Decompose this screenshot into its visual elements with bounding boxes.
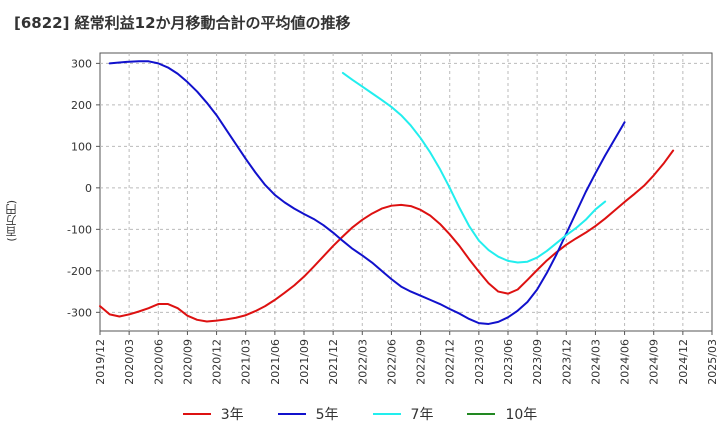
x-tick-label: 2019/12 xyxy=(94,339,107,385)
x-tick-label: 2022/03 xyxy=(356,339,369,385)
x-tick-label: 2024/09 xyxy=(648,339,661,385)
x-tick-label: 2024/12 xyxy=(677,339,690,385)
y-tick-label: -200 xyxy=(67,265,92,278)
legend-label-5y: 5年 xyxy=(315,407,339,423)
x-tick-label: 2023/12 xyxy=(560,339,573,385)
y-tick-label: -100 xyxy=(67,223,92,236)
legend-item-3y: 3年 xyxy=(182,404,244,424)
series-line-1 xyxy=(108,60,626,325)
x-tick-label: 2021/06 xyxy=(269,339,282,385)
y-tick-label: 300 xyxy=(71,57,92,70)
x-tick-label: 2022/09 xyxy=(415,339,428,385)
plot-area xyxy=(99,52,713,332)
x-tick-label: 2021/09 xyxy=(298,339,311,385)
series-line-2 xyxy=(341,71,607,264)
chart-legend: 3年 5年 7年 10年 xyxy=(0,404,720,424)
x-tick-label: 2023/09 xyxy=(531,339,544,385)
legend-label-10y: 10年 xyxy=(505,407,538,423)
legend-item-5y: 5年 xyxy=(277,404,339,424)
legend-item-7y: 7年 xyxy=(372,404,434,424)
series-line-0 xyxy=(99,149,675,323)
x-tick-label: 2020/12 xyxy=(211,339,224,385)
legend-swatch-7y xyxy=(372,413,401,415)
legend-swatch-5y xyxy=(277,413,306,415)
legend-swatch-3y xyxy=(182,413,211,415)
y-tick-label: 200 xyxy=(71,99,92,112)
chart-title: [6822] 経常利益12か月移動合計の平均値の推移 xyxy=(14,14,351,32)
x-tick-label: 2020/09 xyxy=(181,339,194,385)
legend-swatch-10y xyxy=(467,413,496,415)
x-tick-label: 2020/06 xyxy=(152,339,165,385)
x-tick-label: 2022/12 xyxy=(444,339,457,385)
x-tick-label: 2021/12 xyxy=(327,339,340,385)
x-tick-label: 2024/03 xyxy=(589,339,602,385)
y-tick-label: 100 xyxy=(71,140,92,153)
x-tick-label: 2022/06 xyxy=(385,339,398,385)
x-tick-label: 2023/06 xyxy=(502,339,515,385)
x-tick-label: 2020/03 xyxy=(123,339,136,385)
y-tick-label: -300 xyxy=(67,306,92,319)
y-tick-label: 0 xyxy=(85,182,92,195)
x-tick-label: 2024/06 xyxy=(619,339,632,385)
legend-label-3y: 3年 xyxy=(220,407,244,423)
x-tick-label: 2021/03 xyxy=(240,339,253,385)
legend-item-10y: 10年 xyxy=(467,404,537,424)
x-tick-label: 2023/03 xyxy=(473,339,486,385)
legend-label-7y: 7年 xyxy=(410,407,434,423)
x-tick-label: 2025/03 xyxy=(706,339,719,385)
